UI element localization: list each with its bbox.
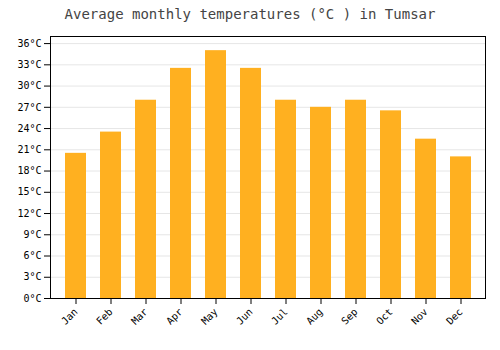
svg-text:24°C: 24°C (17, 123, 41, 134)
svg-text:9°C: 9°C (23, 229, 41, 240)
svg-text:Oct: Oct (374, 306, 395, 327)
svg-text:36°C: 36°C (17, 38, 41, 49)
svg-text:18°C: 18°C (17, 165, 41, 176)
html-text:Average monthly temperatures (: Average monthly temperatures (°C ) in Tu… (64, 6, 436, 22)
svg-text:Jun: Jun (234, 306, 255, 327)
svg-text:33°C: 33°C (17, 59, 41, 70)
svg-text:3°C: 3°C (23, 271, 41, 282)
svg-text:Feb: Feb (94, 306, 115, 327)
svg-text:12°C: 12°C (17, 208, 41, 219)
svg-text:0°C: 0°C (23, 293, 41, 304)
svg-text:21°C: 21°C (17, 144, 41, 155)
svg-text:Jul: Jul (269, 306, 290, 327)
svg-text:Sep: Sep (339, 306, 360, 327)
svg-text:Apr: Apr (164, 306, 185, 327)
svg-text:Jan: Jan (59, 306, 80, 327)
svg-text:May: May (199, 306, 220, 327)
svg-text:Dec: Dec (444, 306, 465, 327)
svg-text:Mar: Mar (129, 306, 150, 327)
svg-text:27°C: 27°C (17, 102, 41, 113)
svg-text:Aug: Aug (304, 306, 325, 327)
svg-text:15°C: 15°C (17, 186, 41, 197)
svg-text:6°C: 6°C (23, 250, 41, 261)
svg-text:30°C: 30°C (17, 80, 41, 91)
svg-text:Nov: Nov (409, 306, 430, 327)
